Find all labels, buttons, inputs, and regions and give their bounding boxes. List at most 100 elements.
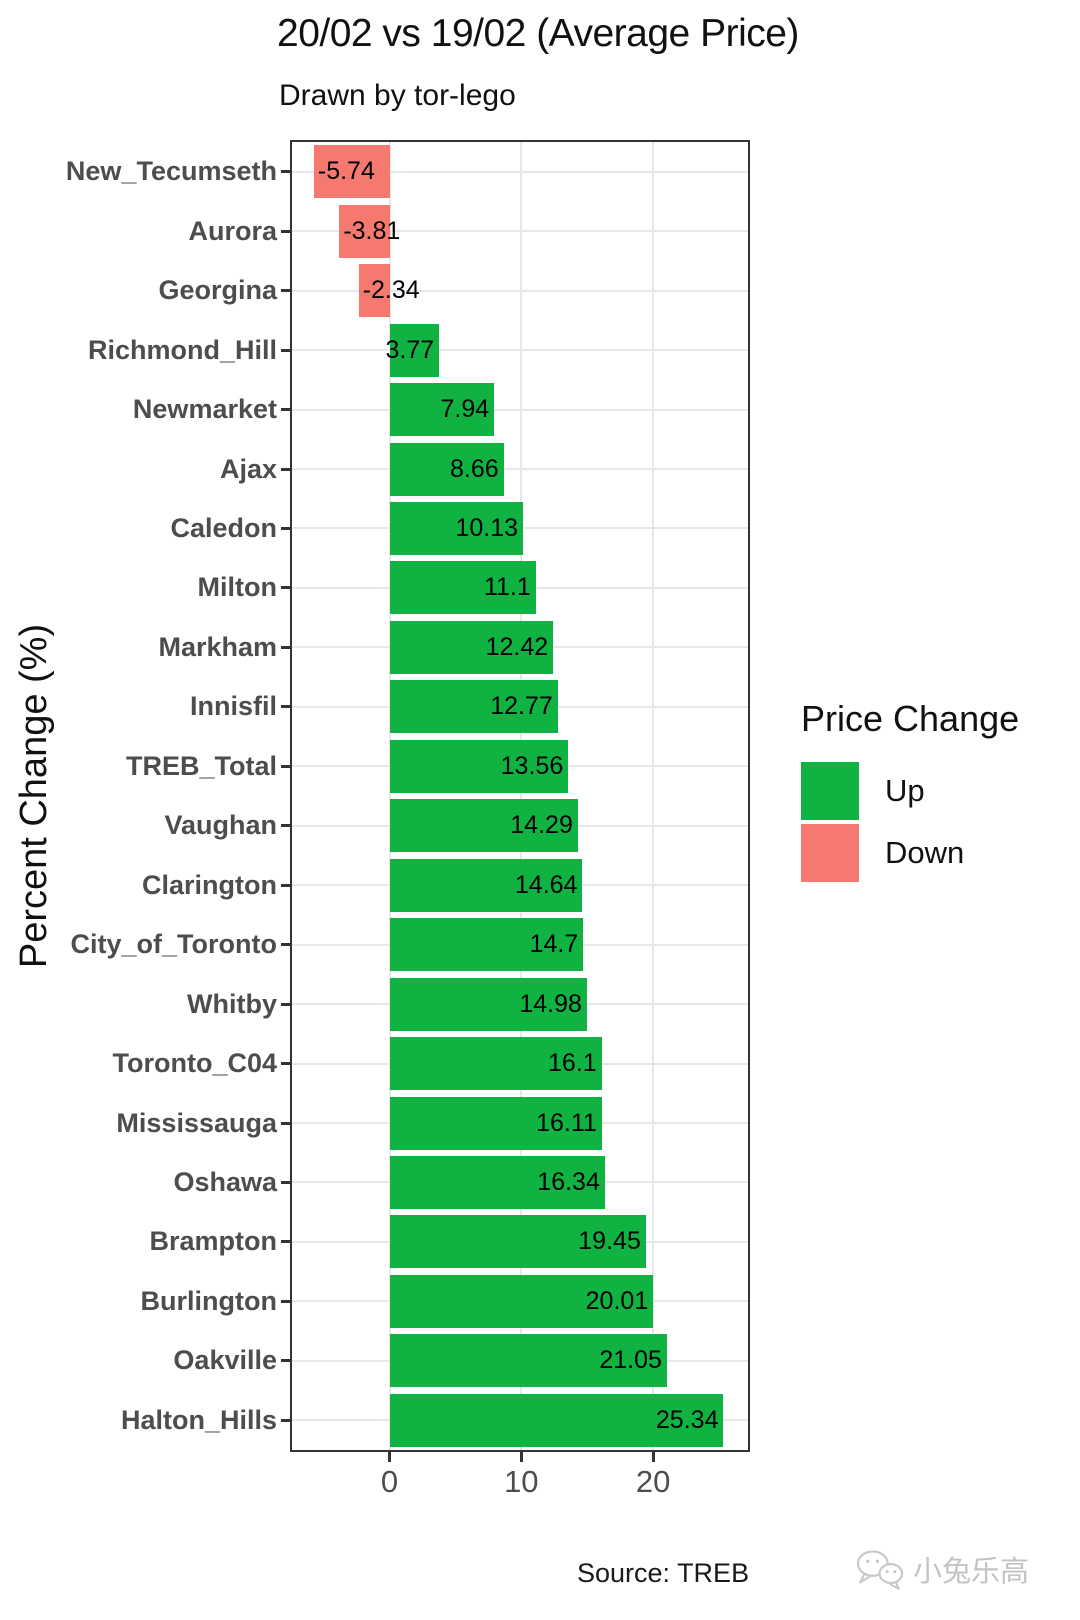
y-tick-label: Oshawa	[173, 1166, 277, 1197]
y-tick-mark	[281, 1121, 290, 1125]
source-note: Source: TREB	[577, 1558, 750, 1588]
bar-up: 11.1	[389, 561, 536, 615]
y-tick-mark	[281, 586, 290, 590]
x-tick-label: 20	[635, 1464, 671, 1499]
bar-value-label: 16.11	[536, 1108, 597, 1137]
y-gridline	[292, 408, 748, 411]
y-tick-mark	[281, 289, 290, 293]
y-tick-label: Georgina	[158, 275, 277, 306]
legend-key-down	[801, 824, 859, 882]
y-tick-mark	[281, 1240, 290, 1244]
y-tick-mark	[281, 943, 290, 947]
y-gridline	[292, 170, 748, 173]
bar-up: 19.45	[389, 1215, 646, 1269]
x-tick-label: 0	[380, 1464, 399, 1499]
legend-title: Price Change	[801, 698, 1020, 739]
legend-key-up	[801, 762, 859, 820]
bar-up: 7.94	[389, 383, 495, 437]
y-gridline	[292, 349, 748, 352]
bar-value-label: 16.1	[548, 1049, 597, 1078]
bar-up: 14.7	[389, 918, 584, 972]
y-tick-mark	[281, 1418, 290, 1422]
y-tick-mark	[281, 408, 290, 412]
y-tick-label: Mississauga	[116, 1107, 277, 1138]
bar-up: 14.98	[389, 977, 587, 1031]
bar-value-label: 12.77	[490, 692, 553, 721]
bar-value-label: 14.98	[519, 989, 582, 1018]
bar-up: 12.42	[389, 620, 554, 674]
y-gridline	[292, 468, 748, 470]
y-tick-label: Halton_Hills	[120, 1404, 277, 1435]
x-tick-mark	[388, 1452, 392, 1462]
bar-up: 12.77	[389, 680, 558, 734]
y-tick-label: Burlington	[140, 1285, 277, 1316]
y-tick-mark	[281, 170, 290, 174]
y-tick-mark	[281, 467, 290, 471]
bar-down: -5.74	[313, 145, 390, 199]
watermark: 小兔乐高	[853, 1546, 1029, 1592]
chart-title: 20/02 vs 19/02 (Average Price)	[277, 12, 799, 55]
y-gridline	[292, 289, 748, 292]
x-gridline	[520, 142, 523, 1450]
bar-value-label: 3.77	[385, 335, 435, 364]
y-tick-label: Oakville	[173, 1345, 277, 1376]
bar-up: 25.34	[389, 1393, 724, 1447]
watermark-text: 小兔乐高	[913, 1556, 1030, 1588]
bar-value-label: 20.01	[585, 1286, 649, 1315]
bar-up: 3.77	[386, 323, 440, 377]
y-tick-label: Richmond_Hill	[87, 334, 277, 365]
bar-value-label: 21.05	[599, 1346, 662, 1375]
bar-value-label: -5.74	[317, 157, 375, 186]
y-tick-mark	[281, 229, 290, 233]
y-tick-label: Newmarket	[132, 394, 277, 425]
y-axis-title: Percent Change (%)	[13, 623, 55, 969]
x-tick-mark	[651, 1452, 655, 1462]
y-tick-mark	[281, 705, 290, 709]
bar-value-label: -3.81	[343, 216, 401, 245]
bar-down: -2.34	[358, 264, 420, 318]
y-tick-mark	[281, 348, 290, 352]
bar-up: 21.05	[389, 1334, 667, 1388]
y-tick-label: Toronto_C04	[112, 1048, 277, 1079]
bar-value-label: 11.1	[483, 573, 531, 602]
y-tick-mark	[281, 645, 290, 649]
bar-down: -3.81	[339, 204, 400, 258]
y-tick-mark	[281, 526, 290, 530]
chart-panel: -5.74 -3.81 -2.34 3.77 7.94 8.66 10.13 11.1 12.4…	[290, 140, 750, 1452]
y-tick-label: New_Tecumseth	[65, 156, 277, 187]
chart-subtitle: Drawn by tor-lego	[279, 79, 516, 112]
bar-value-label: 14.7	[529, 930, 579, 959]
bar-up: 10.13	[389, 501, 524, 555]
bar-value-label: -2.34	[362, 276, 420, 305]
bar-value-label: 10.13	[455, 513, 519, 542]
bar-up: 20.01	[389, 1274, 654, 1328]
bar-value-label: 8.66	[449, 454, 499, 483]
x-tick-mark	[519, 1452, 523, 1462]
x-tick-label: 10	[504, 1464, 539, 1499]
y-tick-label: Ajax	[219, 453, 277, 484]
y-tick-mark	[281, 824, 290, 828]
bar-up: 16.34	[389, 1155, 605, 1209]
y-tick-mark	[281, 1180, 290, 1184]
x-gridline	[652, 142, 655, 1450]
bar-value-label: 14.64	[514, 870, 578, 899]
legend-label-up: Up	[885, 773, 925, 808]
bar-value-label: 7.94	[440, 395, 490, 424]
y-tick-label: Caledon	[170, 512, 277, 543]
wechat-icon	[856, 1550, 904, 1590]
y-tick-mark	[281, 883, 290, 887]
y-tick-mark	[281, 764, 290, 768]
y-tick-label: Brampton	[149, 1226, 278, 1257]
bar-up: 16.11	[389, 1096, 602, 1150]
y-tick-mark	[281, 1062, 290, 1066]
bar-value-label: 19.45	[578, 1227, 641, 1256]
bar-value-label: 25.34	[655, 1405, 719, 1434]
bar-up: 14.64	[389, 858, 583, 912]
bar-value-label: 14.29	[510, 811, 573, 840]
bar-up: 8.66	[389, 442, 504, 496]
bar-up: 14.29	[389, 799, 578, 853]
y-tick-mark	[281, 1359, 290, 1363]
bar-value-label: 12.42	[485, 632, 549, 661]
y-gridline	[292, 230, 748, 233]
